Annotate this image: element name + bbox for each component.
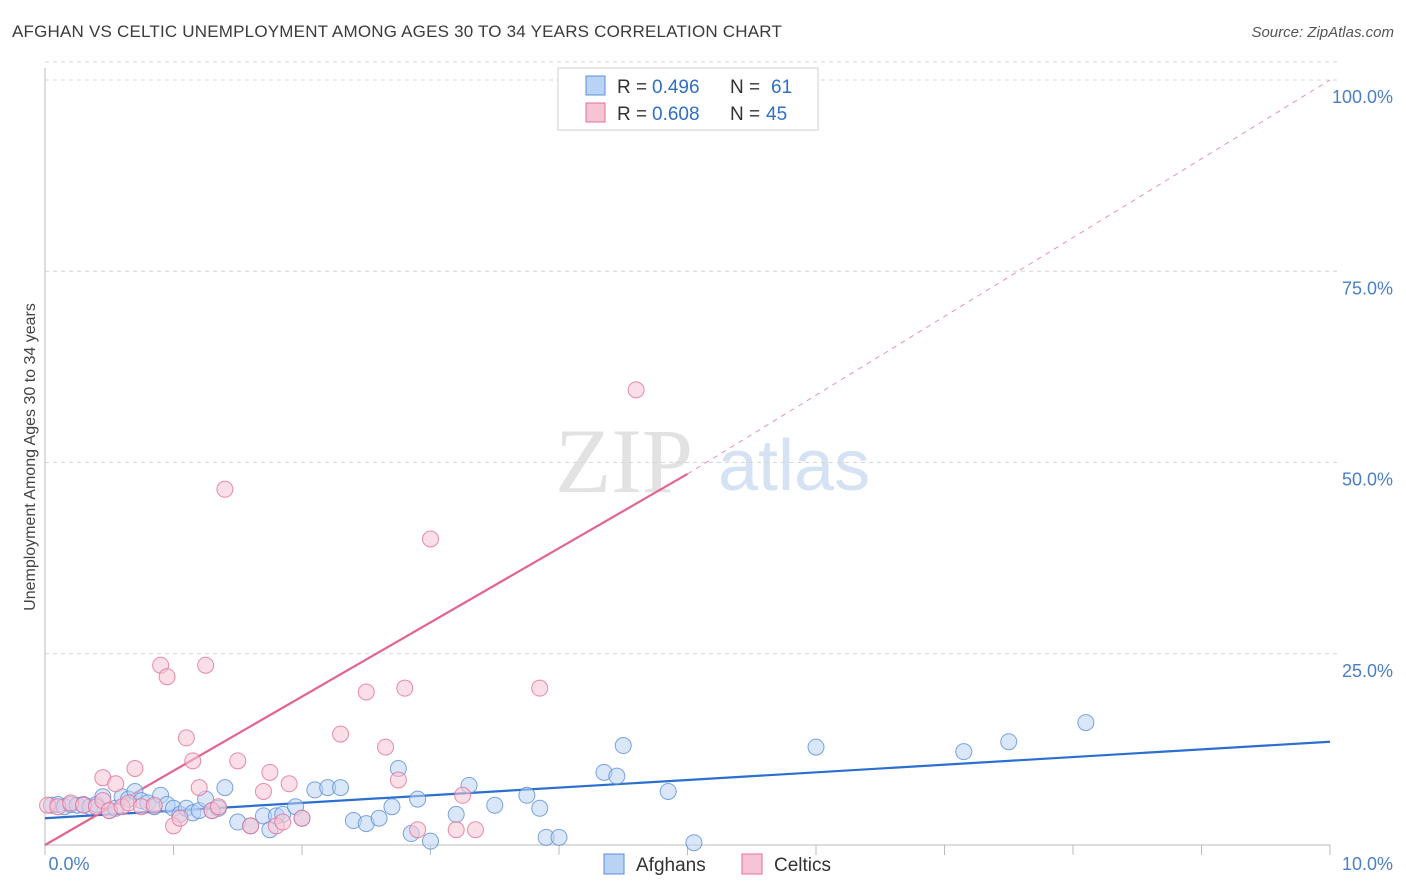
gridlines — [45, 61, 1340, 655]
celtics-point — [216, 480, 234, 498]
celtics-point — [158, 668, 176, 686]
celtics-point — [377, 738, 395, 756]
celtics-point — [177, 729, 195, 747]
afghans-point — [409, 790, 427, 808]
series-legend-swatch-afghans — [603, 853, 625, 875]
series-legend-afghans: Afghans — [636, 855, 706, 876]
afghans-point — [370, 809, 388, 827]
y-tick-label: 25.0% — [1342, 661, 1393, 681]
celtics-point — [280, 775, 298, 793]
trend-lines — [44, 79, 1331, 846]
series-legend-swatch-celtics — [741, 853, 763, 875]
afghans-point — [422, 832, 439, 850]
celtics-point — [126, 760, 144, 777]
celtics-point — [184, 752, 202, 770]
source-credit: Source: ZipAtlas.com — [1251, 24, 1394, 41]
celtics-point — [454, 786, 472, 804]
legend-swatch-celtics — [585, 102, 606, 123]
celtics-point — [242, 817, 260, 835]
afghans-point — [383, 798, 401, 816]
celtics-point — [145, 796, 163, 814]
afghans-point — [1077, 714, 1095, 732]
legend-n-label-2: N = — [730, 104, 760, 125]
afghans-point — [608, 767, 626, 785]
celtics-point — [197, 656, 215, 674]
celtics-point — [293, 809, 311, 827]
legend-r-label-2: R = — [617, 104, 647, 125]
celtics-point — [409, 821, 427, 839]
trend-extension-celtics — [687, 79, 1331, 475]
watermark-atlas: atlas — [718, 426, 870, 506]
series-legend-celtics: Celtics — [774, 855, 831, 876]
celtics-point — [254, 782, 272, 800]
afghans-point — [518, 786, 536, 804]
afghans-point — [685, 834, 703, 852]
afghans-point — [1000, 733, 1018, 751]
celtics-point — [261, 763, 279, 781]
afghans-point — [807, 738, 825, 756]
celtics-point — [274, 813, 292, 831]
celtics-point — [466, 821, 484, 839]
celtics-point — [396, 679, 414, 697]
celtics-point — [531, 679, 549, 697]
afghans-point — [659, 782, 677, 800]
legend-r-value-2: 0.608 — [652, 104, 700, 125]
legend-n-value-1: 61 — [771, 77, 792, 98]
x-tick-label: 0.0% — [48, 854, 89, 874]
afghans-point — [550, 828, 568, 846]
celtics-point — [447, 821, 465, 839]
celtics-point — [627, 381, 645, 399]
celtics-point — [209, 798, 227, 816]
correlation-legend: R = 0.496 N = 61 R = 0.608 N = 45 — [557, 67, 819, 131]
y-axis-label: Unemployment Among Ages 30 to 34 years — [22, 303, 39, 611]
trend-line-afghans — [44, 740, 1331, 820]
legend-r-value-1: 0.496 — [652, 77, 700, 98]
chart-title: AFGHAN VS CELTIC UNEMPLOYMENT AMONG AGES… — [12, 22, 783, 41]
celtics-point — [332, 725, 350, 743]
celtics-point — [357, 683, 375, 701]
afghans-point — [332, 779, 350, 797]
afghans-point — [531, 799, 549, 817]
celtics-point — [171, 809, 189, 827]
celtics-point — [389, 771, 407, 789]
y-tick-label: 75.0% — [1342, 278, 1393, 298]
afghans-point — [447, 805, 465, 823]
series-legend: Afghans Celtics — [603, 853, 831, 876]
trend-line-celtics — [44, 473, 689, 846]
celtics-point — [229, 752, 247, 770]
celtics-point — [422, 530, 439, 548]
legend-swatch-afghans — [585, 75, 606, 96]
watermark-zip: ZIP — [555, 410, 693, 512]
x-tick-label: 10.0% — [1342, 854, 1393, 874]
tick-labels: 100.0% 75.0% 50.0% 25.0% 0.0% 10.0% — [48, 87, 1393, 874]
y-tick-label: 100.0% — [1332, 87, 1393, 107]
y-tick-label: 50.0% — [1342, 470, 1393, 490]
celtics-point — [190, 779, 208, 797]
celtics-point — [107, 775, 125, 793]
afghans-point — [216, 779, 234, 797]
legend-n-value-2: 45 — [766, 104, 787, 125]
afghans-point — [486, 796, 504, 814]
afghans-point — [955, 743, 973, 761]
legend-n-label-1: N = — [730, 77, 760, 98]
afghans-point — [614, 737, 632, 755]
legend-r-label-1: R = — [617, 77, 647, 98]
data-points — [39, 381, 1095, 852]
